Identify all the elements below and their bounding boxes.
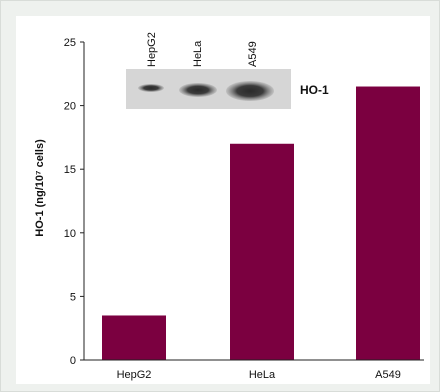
y-axis: 0 5 10 15 20 25 (64, 37, 85, 367)
y-tick-label: 15 (64, 164, 76, 176)
blot-band-label: HO-1 (300, 83, 329, 97)
blot-lane-label-a549: A549 (247, 41, 259, 67)
blot-lane-label-hela: HeLa (192, 40, 204, 67)
x-tick-label: HeLa (249, 369, 276, 381)
y-tick-label: 5 (70, 291, 76, 303)
bars (102, 86, 420, 361)
y-tick-label: 10 (64, 228, 76, 240)
blot-lane-label-hepg2: HepG2 (146, 32, 158, 67)
bar-hela (230, 143, 294, 360)
western-blot-inset: HepG2 HeLa A549 HO-1 (126, 32, 329, 109)
blot-band-a549 (226, 81, 274, 101)
y-axis-label: HO-1 (ng/10⁷ cells) (34, 139, 46, 237)
bar-hepg2 (102, 315, 166, 360)
x-tick-label: A549 (375, 369, 401, 381)
bar-a549 (356, 86, 420, 361)
y-tick-label: 25 (64, 37, 76, 49)
y-tick-label: 20 (64, 101, 76, 113)
blot-band-hela (179, 83, 217, 97)
x-tick-label: HepG2 (117, 369, 152, 381)
x-axis: HepG2 HeLa A549 (84, 359, 424, 381)
y-tick-label: 0 (70, 355, 76, 367)
blot-band-hepg2 (138, 84, 164, 92)
